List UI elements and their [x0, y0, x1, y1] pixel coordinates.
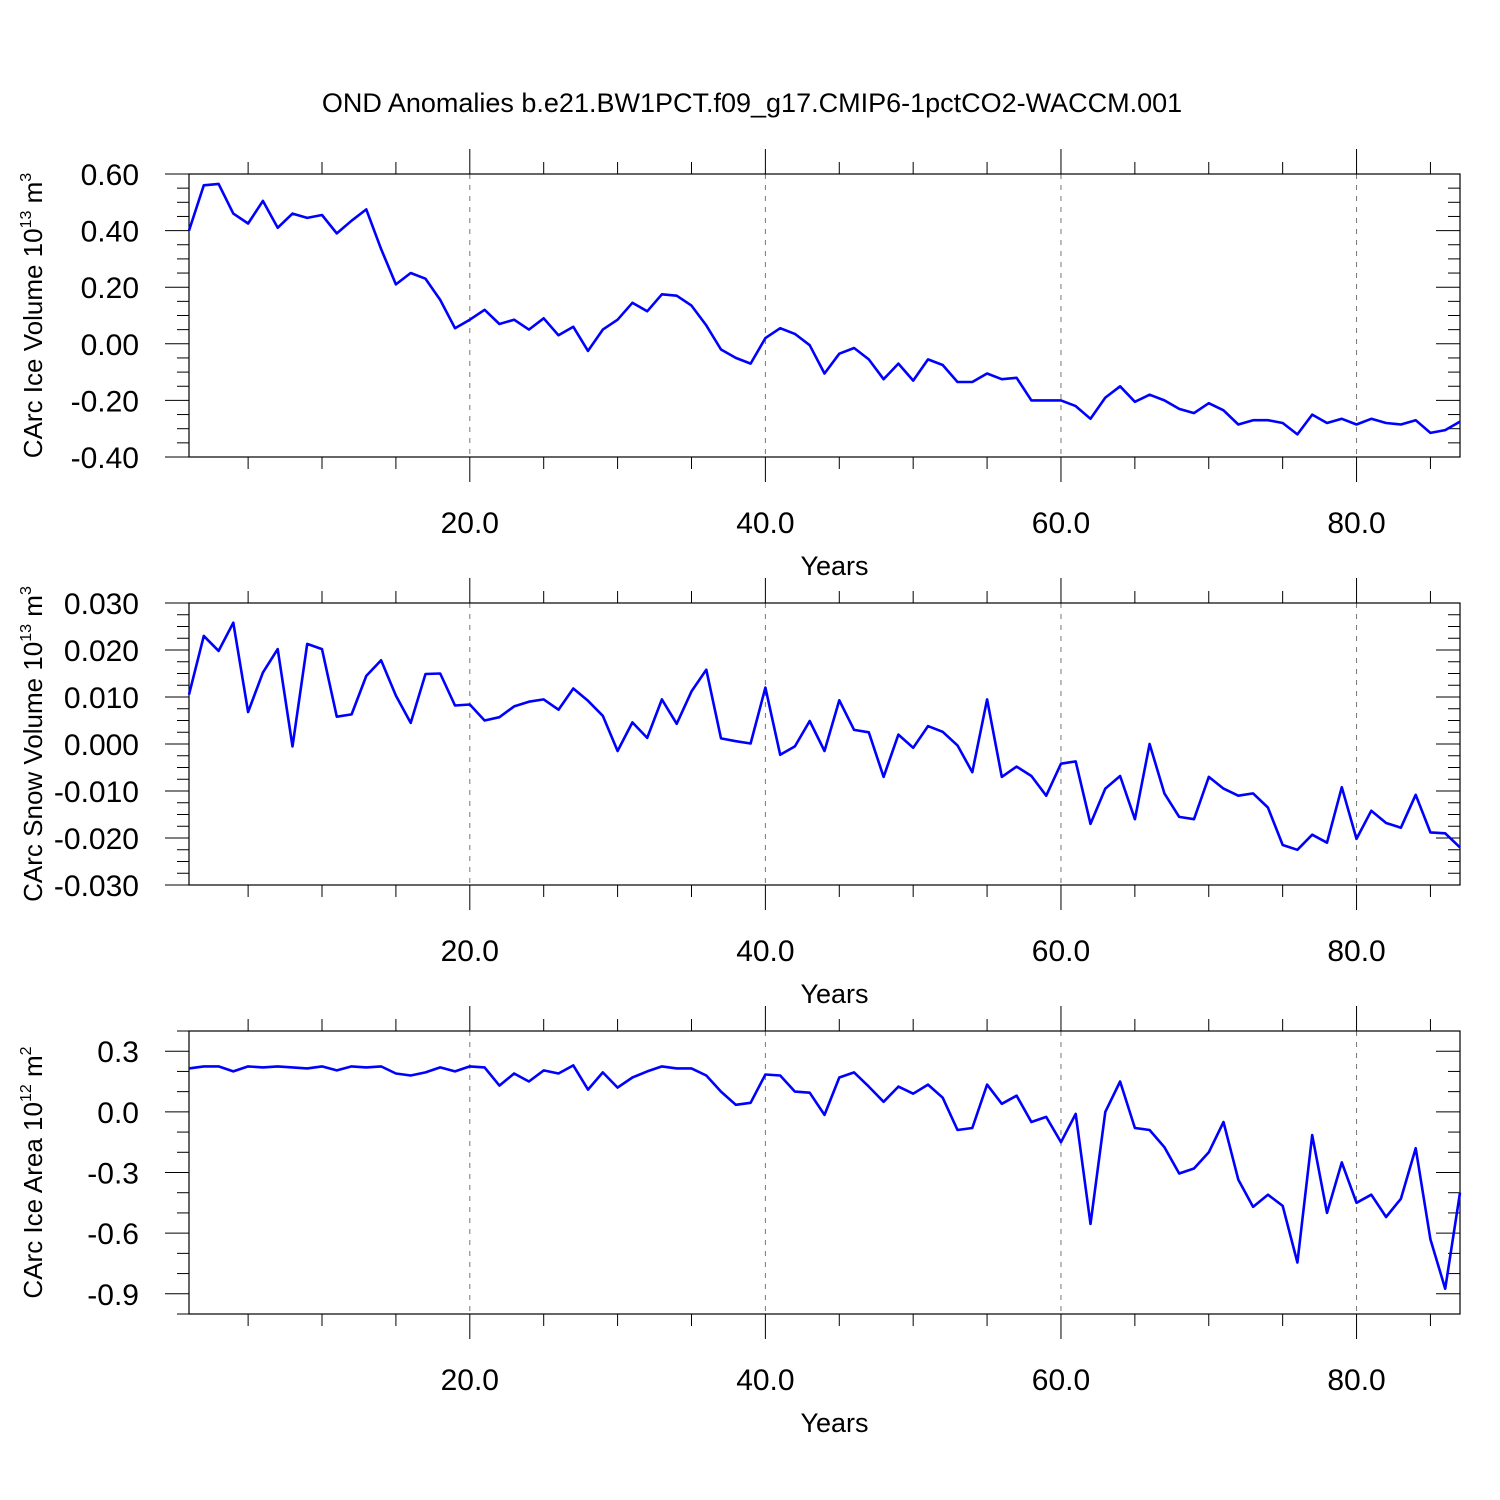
ice-area-xtick-label-0: 20.0 — [441, 1364, 499, 1397]
ice-area-ytick-label-4: 0.3 — [97, 1036, 139, 1069]
ice-volume-xtick-label-2: 60.0 — [1032, 507, 1090, 540]
snow-volume-ytick-label-1: -0.020 — [54, 823, 139, 856]
ice-area-xtick-label-1: 40.0 — [736, 1364, 794, 1397]
ice-volume-y-axis-label-unit-exp: 3 — [18, 173, 35, 182]
ice-area-x-axis-label: Years — [800, 1408, 868, 1438]
ice-area-ytick-label-3: 0.0 — [97, 1097, 139, 1130]
snow-volume-xtick-label-0: 20.0 — [441, 935, 499, 968]
snow-volume-x-axis-label: Years — [800, 979, 868, 1009]
ice-volume-ytick-label-3: 0.20 — [81, 272, 139, 305]
snow-volume-xtick-label-3: 80.0 — [1327, 935, 1385, 968]
snow-volume-y-axis-label: CArc Snow Volume 1013 m3 — [18, 586, 48, 902]
chart-title: OND Anomalies b.e21.BW1PCT.f09_g17.CMIP6… — [322, 88, 1182, 118]
snow-volume-ytick-label-5: 0.020 — [64, 635, 139, 668]
ice-volume-xtick-label-0: 20.0 — [441, 507, 499, 540]
ice-area-xtick-label-3: 80.0 — [1327, 1364, 1385, 1397]
ice-volume-y-axis-label-unit: m — [18, 182, 48, 211]
snow-volume-xtick-label-1: 40.0 — [736, 935, 794, 968]
snow-volume-plot-frame — [188, 602, 1461, 886]
snow-volume-y-axis-label-text: CArc Snow Volume 10 — [18, 642, 48, 902]
ice-area-y-axis-label: CArc Ice Area 1012 m2 — [18, 1046, 48, 1298]
ice-volume-plot-frame — [188, 173, 1461, 458]
ice-volume-y-axis-label-text: CArc Ice Volume 10 — [18, 228, 48, 458]
ice-area-series-line — [188, 1064, 1462, 1290]
ice-volume-y-axis-label: CArc Ice Volume 1013 m3 — [18, 173, 48, 458]
ice-area-y-axis-label-exp: 12 — [18, 1084, 35, 1102]
ice-area-ytick-label-2: -0.3 — [87, 1158, 139, 1191]
ice-volume-ytick-label-5: 0.60 — [81, 159, 139, 192]
panel-snow-volume: 20.0 40.0 60.0 80.0 Years -0.030 -0.020 -0.010 0… — [18, 578, 1461, 1009]
ice-volume-y-axis-label-exp: 13 — [18, 211, 35, 229]
snow-volume-y-axis-label-unit: m — [18, 595, 48, 624]
ice-volume-ytick-label-4: 0.40 — [81, 216, 139, 249]
panel-ice-area: 20.0 40.0 60.0 80.0 Years -0.9 -0.6 -0.3 0.0 0.3 C… — [18, 1006, 1462, 1438]
ice-area-ytick-label-0: -0.9 — [87, 1279, 139, 1312]
ice-volume-ytick-label-2: 0.00 — [81, 329, 139, 362]
ice-volume-ytick-label-0: -0.40 — [71, 442, 139, 475]
ice-area-xtick-label-2: 60.0 — [1032, 1364, 1090, 1397]
ice-volume-xtick-label-3: 80.0 — [1327, 507, 1385, 540]
ice-volume-xtick-label-1: 40.0 — [736, 507, 794, 540]
snow-volume-ytick-label-4: 0.010 — [64, 682, 139, 715]
ice-area-ytick-label-1: -0.6 — [87, 1218, 139, 1251]
ice-volume-x-axis-label: Years — [800, 551, 868, 581]
snow-volume-series-line — [187, 621, 1461, 852]
ice-area-y-axis-label-unit: m — [18, 1055, 48, 1084]
ice-volume-series-line — [187, 182, 1461, 436]
snow-volume-ytick-label-3: 0.000 — [64, 729, 139, 762]
snow-volume-y-axis-label-exp: 13 — [18, 624, 35, 642]
ice-volume-ytick-label-1: -0.20 — [71, 385, 139, 418]
snow-volume-y-axis-label-unit-exp: 3 — [18, 586, 35, 595]
ice-area-y-axis-label-text: CArc Ice Area 10 — [18, 1102, 48, 1299]
snow-volume-ytick-label-2: -0.010 — [54, 776, 139, 809]
ice-area-plot-frame — [188, 1030, 1461, 1315]
snow-volume-ytick-label-0: -0.030 — [54, 870, 139, 903]
ice-area-y-axis-label-unit-exp: 2 — [18, 1046, 35, 1055]
snow-volume-xtick-label-2: 60.0 — [1032, 935, 1090, 968]
panel-ice-volume: 20.0 40.0 60.0 80.0 Years -0.40 -0.20 0.00 0.20 0… — [18, 149, 1461, 581]
snow-volume-ytick-label-6: 0.030 — [64, 588, 139, 621]
